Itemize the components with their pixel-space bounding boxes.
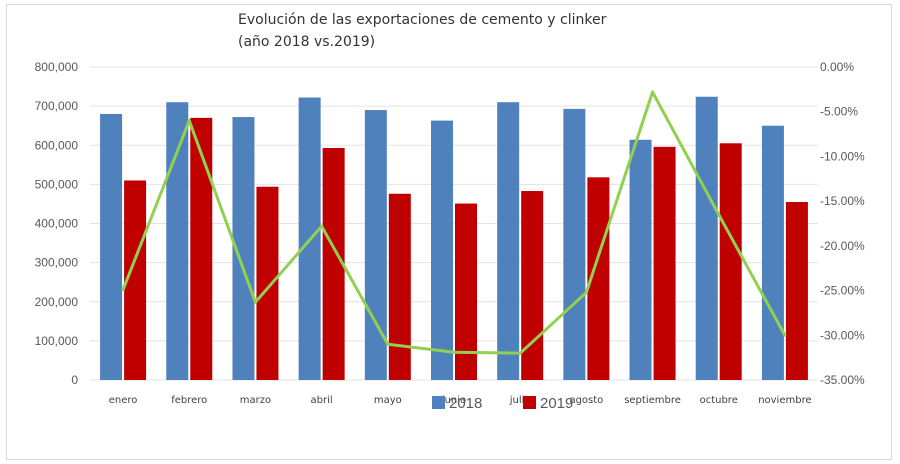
line-point [187, 119, 191, 123]
legend-label: 2018 [449, 395, 482, 412]
right-tick-label: -20.00% [820, 239, 865, 253]
line-point [651, 90, 655, 94]
left-tick-label: 0 [71, 373, 78, 387]
legend-label: 2019 [540, 395, 573, 412]
category-label: abril [311, 395, 333, 406]
category-label: agosto [569, 395, 603, 406]
bar-2019 [322, 147, 345, 380]
chart-title-line-2: (año 2018 vs.2019) [238, 34, 375, 50]
line-point [320, 224, 324, 228]
right-axis-ticks: -35.00% -30.00% -25.00% -20.00% -15.00% -10.0… [820, 60, 865, 387]
left-tick-label: 700,000 [35, 99, 79, 113]
line-point [121, 288, 125, 292]
category-label: noviembre [758, 395, 811, 406]
bar-2019 [388, 193, 411, 380]
category-label: septiembre [624, 395, 681, 406]
bar-2019 [124, 180, 147, 380]
category-label: febrero [171, 395, 207, 406]
legend-swatch [432, 396, 445, 409]
bar-2019 [587, 177, 610, 380]
bar-2018 [563, 108, 586, 381]
line-point [452, 350, 456, 354]
category-label: enero [109, 395, 138, 406]
legend-swatch [523, 396, 536, 409]
left-tick-label: 500,000 [35, 177, 79, 191]
category-label: julio [509, 395, 531, 406]
category-label: octubre [700, 395, 738, 406]
line-series [121, 90, 787, 355]
category-label: marzo [240, 395, 271, 406]
bars [100, 96, 808, 381]
right-tick-label: -10.00% [820, 149, 865, 163]
bar-2018 [431, 120, 453, 380]
bar-2018 [166, 102, 189, 381]
right-tick-label: -5.00% [820, 105, 858, 119]
bar-2019 [256, 186, 279, 380]
line-point [717, 213, 721, 217]
right-tick-label: -25.00% [820, 284, 865, 298]
bar-2019 [455, 203, 477, 380]
left-tick-label: 100,000 [35, 334, 79, 348]
line-point [518, 351, 522, 355]
bar-2019 [785, 201, 808, 380]
bar-2019 [719, 143, 742, 380]
right-tick-label: 0.00% [820, 60, 854, 74]
right-tick-label: -35.00% [820, 373, 865, 387]
line-point [386, 342, 390, 346]
line-point [253, 300, 257, 304]
bar-2018 [629, 139, 652, 380]
left-tick-label: 600,000 [35, 138, 79, 152]
line-point [783, 333, 787, 337]
category-labels: enero febrero marzo abril mayo junio julio agos… [109, 395, 812, 406]
left-tick-label: 800,000 [35, 60, 79, 74]
bar-2019 [653, 146, 676, 380]
bar-2018 [232, 117, 255, 380]
category-label: junio [441, 395, 466, 406]
bar-2019 [521, 191, 544, 380]
legend: 2018 2019 [432, 395, 573, 412]
left-tick-label: 200,000 [35, 295, 79, 309]
category-label: mayo [374, 395, 402, 406]
bar-2018 [100, 113, 123, 380]
bar-2019 [190, 117, 213, 381]
left-tick-label: 400,000 [35, 217, 79, 231]
left-axis-ticks: 0 100,000 200,000 300,000 400,000 500,000 600,… [35, 60, 79, 387]
right-tick-label: -15.00% [820, 194, 865, 208]
bar-2018 [761, 125, 784, 380]
left-tick-label: 300,000 [35, 256, 79, 270]
line-series-path [121, 90, 787, 355]
line-point [584, 290, 588, 294]
bar-2018 [497, 102, 520, 381]
chart-title-line-1: Evolución de las exportaciones de cement… [238, 12, 607, 28]
right-tick-label: -30.00% [820, 328, 865, 342]
bar-2018 [695, 96, 718, 381]
